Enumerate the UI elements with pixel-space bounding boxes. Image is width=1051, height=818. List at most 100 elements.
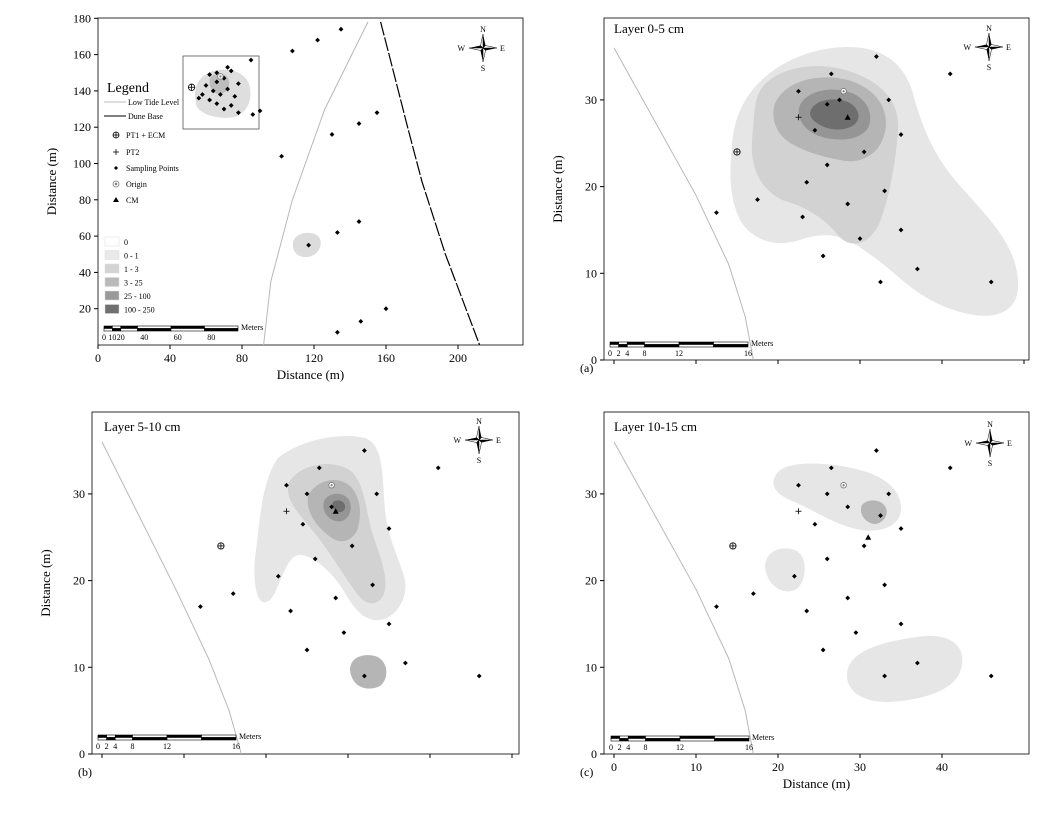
legend-origin-symbol bbox=[112, 180, 120, 188]
legend-cm-label: CM bbox=[126, 196, 138, 205]
legend-class-label: 1 - 3 bbox=[124, 265, 139, 274]
sampling-point bbox=[898, 132, 904, 137]
scale-bar-label: 4 bbox=[113, 742, 117, 751]
scale-bar-segment bbox=[618, 341, 628, 345]
scale-bar-segment bbox=[166, 737, 202, 741]
scale-bar-label: 12 bbox=[163, 742, 171, 751]
sampling-point bbox=[288, 608, 293, 614]
sampling-point bbox=[812, 521, 818, 527]
scale-bar-segment bbox=[679, 735, 715, 739]
overview-plume-contour bbox=[195, 69, 251, 118]
legend-dune-base-label: Dune Base bbox=[128, 112, 163, 121]
x-tick-label: 40 bbox=[164, 351, 176, 365]
x-axis-label: Distance (m) bbox=[277, 367, 345, 382]
legend-origin-label: Origin bbox=[126, 180, 147, 189]
north-arrow-icon: N S W E bbox=[963, 24, 1011, 72]
sampling-point bbox=[804, 608, 810, 614]
sampling-point bbox=[837, 97, 842, 103]
sampling-point bbox=[250, 112, 256, 117]
sampling-point bbox=[824, 491, 830, 497]
y-tick-label: 60 bbox=[79, 229, 91, 243]
sampling-point bbox=[886, 97, 892, 103]
scale-bar-segment bbox=[170, 328, 205, 332]
scale-bar-segment bbox=[619, 735, 629, 739]
legend-class-swatch bbox=[104, 263, 120, 274]
y-tick-label: 30 bbox=[73, 487, 85, 501]
west-label: W bbox=[457, 44, 465, 53]
y-tick-label: 160 bbox=[73, 48, 91, 62]
sampling-point bbox=[248, 57, 254, 63]
sampling-point bbox=[796, 482, 801, 488]
sampling-point bbox=[335, 329, 340, 335]
sampling-point bbox=[861, 149, 867, 155]
south-label: S bbox=[477, 456, 481, 465]
y-tick-label: 10 bbox=[585, 266, 597, 280]
sampling-point bbox=[947, 465, 953, 471]
scale-bar-label: 8 bbox=[644, 743, 648, 752]
origin-marker bbox=[328, 482, 335, 489]
scale-bar-unit: Meters bbox=[752, 733, 774, 742]
sampling-point bbox=[792, 573, 797, 579]
sampling-point bbox=[898, 526, 904, 531]
scale-bar-segment bbox=[97, 734, 107, 738]
sampling-point bbox=[751, 591, 756, 597]
sampling-point bbox=[356, 121, 362, 126]
sampling-point bbox=[225, 64, 230, 70]
scale-bar-segment bbox=[103, 328, 113, 332]
scale-bar-segment bbox=[132, 737, 168, 741]
sampling-point bbox=[315, 37, 320, 43]
y-tick-label: 180 bbox=[73, 11, 91, 25]
sampling-point bbox=[828, 465, 834, 471]
overview-inset-box bbox=[182, 55, 260, 130]
pt1-ecm-marker bbox=[729, 542, 737, 550]
scale-bar-label: 4 bbox=[626, 743, 630, 752]
scale-bar-segment bbox=[713, 341, 749, 345]
sampling-point bbox=[203, 83, 209, 88]
sampling-point bbox=[316, 465, 322, 471]
sampling-point bbox=[845, 201, 851, 207]
north-label: N bbox=[987, 420, 993, 429]
x-tick-label: 0 bbox=[95, 351, 101, 365]
legend-class-label: 100 - 250 bbox=[124, 306, 155, 315]
sampling-point bbox=[196, 95, 202, 101]
y-tick-label: 0 bbox=[79, 747, 85, 761]
scale-bar-segment bbox=[619, 738, 629, 742]
sampling-point bbox=[812, 127, 818, 133]
y-tick-label: 0 bbox=[591, 747, 597, 761]
sampling-point bbox=[221, 75, 227, 81]
x-tick-label: 0 bbox=[611, 760, 617, 774]
panel-c-label: (c) bbox=[580, 765, 593, 779]
sampling-point bbox=[882, 673, 887, 679]
sampling-point bbox=[386, 526, 392, 531]
scale-bar-segment bbox=[120, 328, 138, 332]
south-label: S bbox=[988, 459, 992, 468]
sampling-point bbox=[374, 110, 380, 116]
north-label: N bbox=[480, 25, 486, 34]
sampling-point bbox=[988, 673, 994, 679]
map-legend: Legend Low Tide Level Dune Base PT1 + EC… bbox=[104, 81, 180, 315]
sampling-point bbox=[221, 106, 227, 112]
sampling-point bbox=[796, 88, 801, 94]
scale-bar-unit: Meters bbox=[239, 732, 261, 741]
sampling-point bbox=[207, 97, 212, 103]
sampling-point bbox=[820, 647, 826, 653]
sampling-point bbox=[214, 101, 220, 107]
sampling-point bbox=[329, 504, 334, 510]
scale-bar-segment bbox=[170, 325, 205, 329]
scale-bar-label: 8 bbox=[643, 349, 647, 358]
scale-bar-segment bbox=[714, 735, 750, 739]
north-arrow-icon: N S W E bbox=[964, 420, 1012, 468]
scale-bar-segment bbox=[137, 325, 172, 329]
sampling-point bbox=[435, 465, 441, 471]
west-label: W bbox=[964, 439, 972, 448]
sampling-point bbox=[714, 210, 719, 216]
scale-bar-segment bbox=[644, 341, 680, 345]
x-tick-label: 40 bbox=[936, 760, 948, 774]
scale-bar-segment bbox=[644, 344, 680, 348]
sampling-point bbox=[476, 673, 482, 679]
scale-bar-segment bbox=[201, 734, 237, 738]
pt1-ecm-marker bbox=[217, 542, 225, 550]
y-tick-label: 10 bbox=[73, 660, 85, 674]
